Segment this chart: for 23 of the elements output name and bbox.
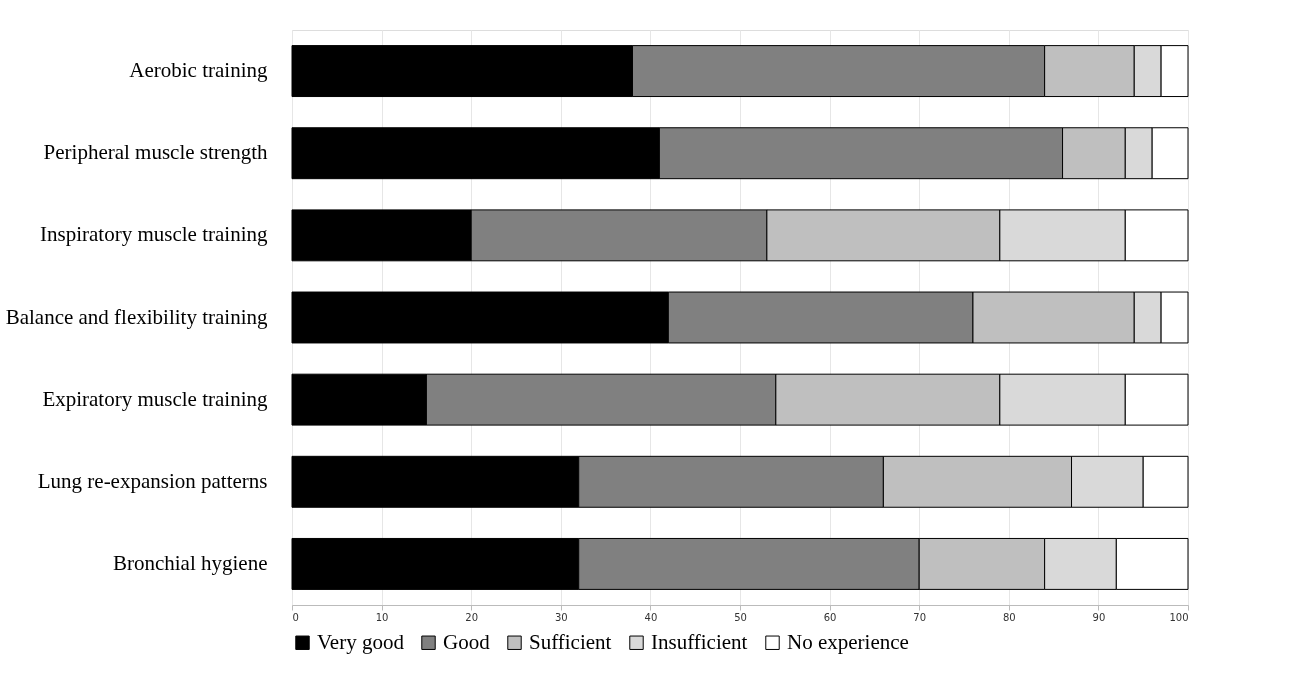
legend-label: Sufficient — [529, 629, 612, 654]
x-tick-label: 70 — [913, 611, 927, 623]
legend-label: Insufficient — [651, 629, 748, 654]
y-tick-label: Peripheral muscle strength — [43, 140, 268, 165]
legend-label: Very good — [317, 629, 405, 654]
x-tick-label: 0 — [292, 611, 299, 623]
x-tick-label: 90 — [1092, 611, 1106, 623]
x-tick-label: 10 — [375, 611, 389, 623]
x-tick-label: 40 — [644, 611, 658, 623]
x-tick-label: 100 — [1169, 611, 1189, 623]
x-tick-label: 20 — [465, 611, 479, 623]
x-tick-label: 60 — [823, 611, 837, 623]
x-tick-label: 30 — [554, 611, 568, 623]
y-tick-label: Lung re-expansion patterns — [37, 468, 268, 493]
y-tick-label: Inspiratory muscle training — [40, 222, 268, 247]
legend-label: No experience — [787, 629, 909, 654]
y-tick-label: Bronchial hygiene — [112, 550, 268, 575]
y-tick-label: Expiratory muscle training — [42, 386, 268, 411]
y-tick-label: Aerobic training — [129, 58, 268, 83]
x-tick-label: 50 — [734, 611, 747, 623]
x-tick-label: 80 — [1002, 611, 1016, 623]
y-tick-label: Balance and flexibility training — [5, 304, 268, 329]
legend-label: Good — [443, 629, 491, 654]
